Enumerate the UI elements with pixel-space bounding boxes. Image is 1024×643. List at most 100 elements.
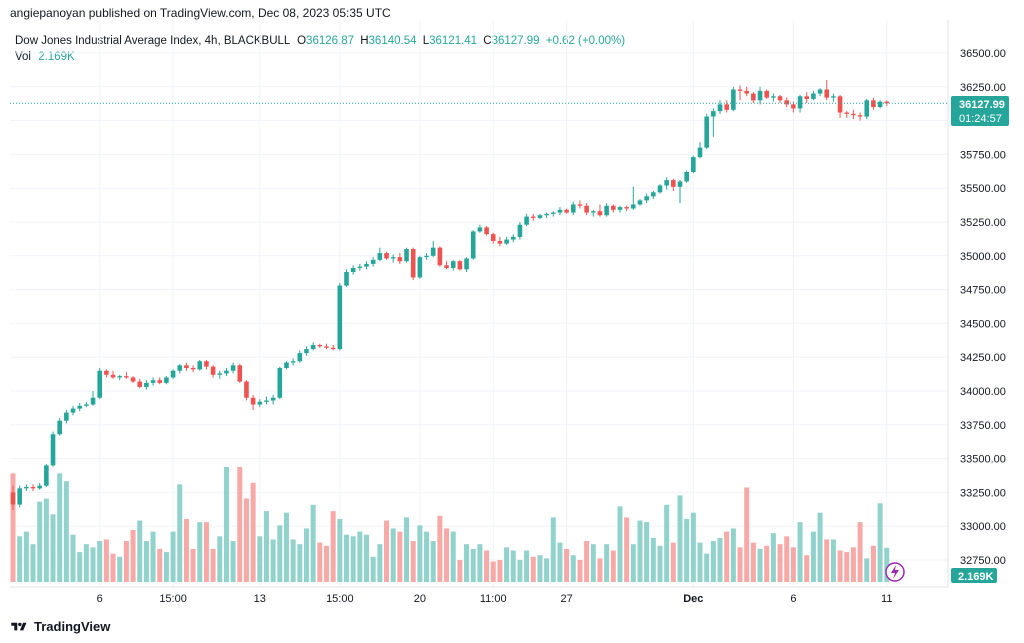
- candle-body: [784, 100, 790, 105]
- candle: [230, 362, 236, 374]
- volume-bar: [850, 547, 856, 582]
- candle: [384, 251, 389, 260]
- candle-body: [124, 376, 129, 378]
- price-tick-label: 33500.00: [960, 454, 1006, 466]
- candle-body: [197, 361, 203, 370]
- candle: [270, 395, 276, 405]
- candle: [450, 259, 456, 271]
- volume-bar: [824, 539, 830, 582]
- candle: [297, 350, 303, 363]
- candle-body: [604, 205, 609, 216]
- candle: [671, 178, 676, 191]
- volume-bar: [684, 518, 690, 582]
- candle: [357, 263, 363, 271]
- candle: [851, 109, 856, 120]
- symbol-title[interactable]: Dow Jones Industrial Average Index, 4h, …: [15, 35, 290, 47]
- volume-bar: [664, 504, 670, 582]
- candle-body: [430, 247, 436, 256]
- candle: [404, 247, 409, 263]
- candle-body: [164, 377, 169, 383]
- candle-body: [490, 234, 496, 241]
- price-tag-countdown: 01:24:57: [959, 113, 1002, 125]
- candle-body: [644, 196, 649, 201]
- candle: [64, 409, 69, 424]
- price-tick-label: 35500.00: [960, 183, 1006, 195]
- candle-body: [590, 211, 596, 213]
- replay-icon[interactable]: [885, 562, 905, 582]
- candle: [204, 359, 209, 370]
- volume-bar: [564, 548, 570, 582]
- volume-bar: [310, 504, 316, 582]
- candle-body: [804, 96, 810, 99]
- price-tick-label: 33000.00: [960, 521, 1006, 533]
- open-value: 36126.87: [306, 35, 355, 47]
- candle-body: [57, 420, 62, 435]
- candle: [157, 377, 163, 385]
- candle: [10, 485, 16, 510]
- candle-body: [290, 361, 296, 363]
- price-tick-label: 36500.00: [960, 48, 1006, 60]
- candle: [510, 234, 516, 243]
- volume-bar: [724, 531, 730, 582]
- candle-body: [671, 180, 676, 187]
- candle: [390, 254, 396, 263]
- volume-bar: [70, 534, 76, 582]
- time-tick-label: 15:00: [159, 593, 187, 605]
- candle: [190, 365, 196, 373]
- footer-brand[interactable]: TradingView: [10, 619, 110, 634]
- candle: [657, 184, 663, 194]
- volume-bar: [777, 544, 783, 582]
- volume-bar: [624, 517, 630, 582]
- low-label: L: [422, 35, 430, 47]
- price-tag-box: [951, 96, 1009, 126]
- volume-bar: [717, 537, 723, 582]
- volume-label[interactable]: Vol: [15, 51, 31, 63]
- candle: [110, 370, 116, 379]
- candle-body: [764, 90, 770, 98]
- candle: [764, 89, 770, 99]
- candle: [864, 98, 870, 120]
- volume-bar: [350, 536, 356, 582]
- candle-body: [724, 104, 729, 110]
- volume-bar: [203, 522, 209, 582]
- candle: [237, 363, 243, 383]
- candle-body: [464, 258, 469, 270]
- candle: [330, 345, 336, 351]
- candle: [124, 372, 129, 379]
- candle: [90, 391, 96, 406]
- candle: [744, 86, 749, 97]
- candle-body: [224, 370, 229, 374]
- volume-bar: [150, 531, 156, 582]
- candle-body: [244, 381, 249, 398]
- candle-body: [410, 249, 416, 278]
- candle-body: [370, 259, 376, 264]
- candle: [724, 100, 729, 113]
- candle-body: [864, 100, 870, 117]
- candle-body: [517, 224, 523, 237]
- candle: [711, 108, 716, 137]
- candle: [117, 374, 123, 381]
- candle: [324, 343, 329, 350]
- candle: [77, 403, 82, 412]
- volume-bar: [477, 544, 483, 582]
- candle: [490, 232, 496, 244]
- price-tick-label: 36250.00: [960, 82, 1006, 94]
- candle-body: [424, 255, 429, 258]
- volume-bar: [690, 512, 696, 582]
- candle-body: [704, 116, 709, 148]
- volume-bar: [43, 498, 49, 582]
- candle-body: [524, 216, 529, 225]
- candle: [704, 113, 709, 149]
- volume-bar: [877, 503, 883, 582]
- candle-body: [444, 265, 449, 268]
- candle: [464, 257, 469, 273]
- candle: [290, 358, 296, 366]
- legend-volume-row: Vol 2.169K: [15, 49, 625, 65]
- volume-bar: [250, 482, 256, 582]
- candle-body: [324, 346, 329, 348]
- candle-body: [837, 96, 843, 113]
- candle: [350, 265, 356, 275]
- candle: [677, 180, 683, 204]
- volume-bar: [830, 539, 836, 582]
